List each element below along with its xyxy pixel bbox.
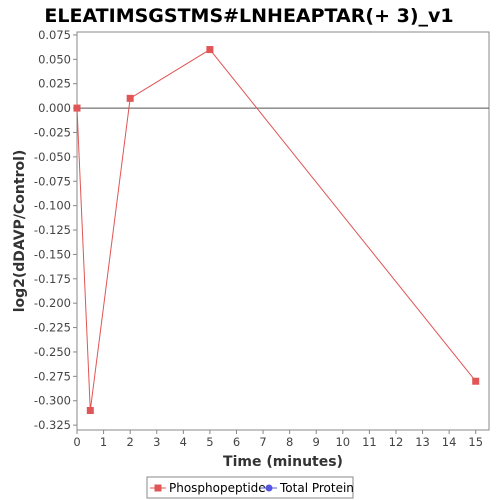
x-tick-label: 5 [206,435,213,449]
y-tick-label: -0.075 [34,174,71,188]
y-tick-label: -0.225 [34,321,71,335]
chart-title: ELEATIMSGSTMS#LNHEAPTAR(+ 3)_v1 [44,5,453,27]
y-axis-ticks: 0.075 0.050 0.025 0.000 -0.025 -0.050 -0.075 -0… [34,28,77,432]
data-point [73,104,81,112]
x-tick-label: 8 [286,435,293,449]
data-point [472,377,480,385]
legend-label-phosphopeptide: Phosphopeptide [169,481,266,495]
data-point [86,406,94,414]
data-point [206,46,214,54]
y-tick-label: -0.275 [34,369,71,383]
y-tick-label: -0.200 [34,296,71,310]
legend-box [146,476,354,499]
y-tick-label: -0.100 [34,199,71,213]
x-axis-ticks: 0 1 2 3 4 5 6 7 8 9 10 11 12 13 14 15 [73,430,483,449]
x-tick-label: 7 [259,435,266,449]
series-layer [73,46,480,414]
y-tick-label: -0.250 [34,345,71,359]
plot-area [76,31,490,431]
x-tick-label: 0 [73,435,80,449]
y-axis-label: log2(dDAVP/Control) [12,150,28,313]
x-tick-label: 11 [362,435,377,449]
y-tick-label: 0.025 [38,77,71,91]
legend-label-total-protein: Total Protein [279,481,354,495]
y-tick-label: -0.325 [34,418,71,432]
y-tick-label: -0.300 [34,394,71,408]
x-tick-label: 15 [468,435,483,449]
x-tick-label: 13 [415,435,430,449]
legend-marker-total-protein [265,484,273,492]
x-axis-label: Time (minutes) [223,454,343,470]
x-tick-label: 14 [442,435,457,449]
y-tick-label: -0.150 [34,247,71,261]
legend-marker-phosphopeptide [154,484,162,492]
y-tick-label: 0.000 [38,101,71,115]
y-tick-label: -0.125 [34,223,71,237]
data-point [126,94,134,102]
legend: Phosphopeptide Total Protein [146,476,354,499]
x-tick-label: 3 [153,435,160,449]
x-tick-label: 2 [126,435,133,449]
y-tick-label: 0.075 [38,28,71,42]
x-tick-label: 12 [389,435,404,449]
x-tick-label: 4 [180,435,187,449]
x-tick-label: 9 [313,435,320,449]
y-tick-label: -0.175 [34,272,71,286]
y-tick-label: -0.050 [34,150,71,164]
x-tick-label: 1 [100,435,107,449]
x-tick-label: 6 [233,435,240,449]
y-tick-label: -0.025 [34,125,71,139]
x-tick-label: 10 [335,435,350,449]
y-tick-label: 0.050 [38,52,71,66]
